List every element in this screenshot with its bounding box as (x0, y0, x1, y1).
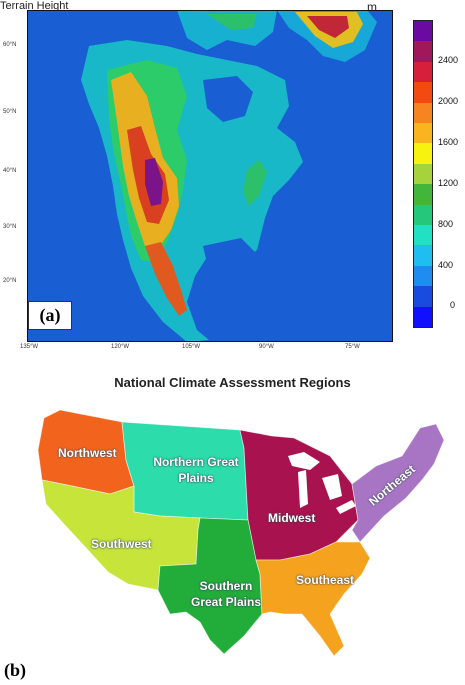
lon-label-105: 105°W (182, 344, 201, 350)
colorbar-tick-0: 0 (450, 300, 456, 310)
colorbar-swatch (414, 21, 432, 42)
colorbar-swatch (414, 61, 432, 83)
colorbar-swatch (414, 265, 432, 287)
colorbar-tick-400: 400 (438, 260, 454, 270)
colorbar (413, 20, 433, 328)
lat-label-20: 20°N (3, 278, 17, 284)
lat-label-50: 50°N (3, 109, 17, 115)
appalachians (243, 160, 267, 206)
colorbar-tick-1200: 1200 (438, 178, 459, 188)
region-northeast (351, 423, 445, 543)
lake-erie (336, 500, 356, 514)
terrain-height-map (27, 10, 393, 342)
colorbar-swatch (414, 41, 432, 62)
lon-label-75: 75°W (345, 344, 360, 350)
colorbar-unit: m (367, 0, 377, 14)
region-label-midwest: Midwest (268, 511, 316, 525)
colorbar-swatch (414, 102, 432, 124)
climate-regions-map (37, 409, 445, 657)
lat-label-30: 30°N (3, 224, 17, 230)
region-label-southwest: Southwest (91, 537, 152, 551)
region-southeast (255, 541, 371, 657)
lon-label-135: 135°W (20, 344, 39, 350)
region-label-southern-great-plains: Southern Great Plains (190, 579, 262, 609)
lat-label-40: 40°N (3, 168, 17, 174)
hudson-bay (203, 76, 253, 122)
lake-huron (322, 474, 342, 500)
lat-label-60: 60°N (3, 42, 17, 48)
colorbar-swatch (414, 225, 432, 246)
lon-label-90: 90°W (259, 344, 274, 350)
colorbar-swatch (414, 82, 432, 103)
colorbar-tick-800: 800 (438, 219, 454, 229)
region-southern-great-plains (157, 517, 263, 655)
panel-b-label: (b) (4, 660, 26, 680)
mexico-highlands (145, 242, 187, 316)
colorbar-swatch (414, 163, 432, 185)
colorbar-swatch (414, 286, 432, 307)
colorbar-swatch (414, 306, 432, 328)
colorbar-swatch (414, 123, 432, 144)
colorbar-tick-2400: 2400 (438, 55, 459, 65)
colorbar-swatch (414, 184, 432, 205)
regions-map-title: National Climate Assessment Regions (114, 375, 351, 390)
colorbar-swatch (414, 245, 432, 266)
panel-a-label: (a) (28, 301, 72, 330)
lon-label-120: 120°W (111, 344, 130, 350)
region-label-southeast: Southeast (296, 573, 355, 587)
region-label-northern-great-plains: Northern Great Plains (153, 455, 239, 485)
lake-michigan (298, 470, 308, 508)
colorbar-swatch (414, 143, 432, 164)
lake-superior (288, 452, 320, 470)
gulf-of-mexico (203, 238, 257, 286)
colorbar-swatch (414, 204, 432, 226)
region-label-northwest: Northwest (58, 446, 117, 460)
colorbar-tick-1600: 1600 (438, 137, 459, 147)
colorbar-tick-2000: 2000 (438, 96, 459, 106)
terrain-map-title: Terrain Height (0, 0, 69, 12)
